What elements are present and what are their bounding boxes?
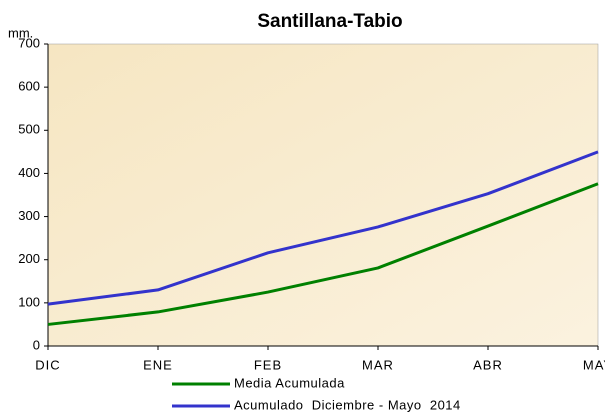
y-axis-label: mm. (8, 25, 33, 40)
y-tick-label: 100 (18, 294, 40, 309)
series-line (47, 150, 599, 306)
x-tick-label: MAY (583, 357, 605, 372)
y-tick-label: 600 (18, 79, 40, 94)
y-tick-label: 500 (18, 122, 40, 137)
chart-title: Santillana-Tabio (257, 11, 402, 32)
x-tick-label: MAR (362, 357, 394, 372)
x-tick-label: DIC (35, 357, 60, 372)
legend-label: Media Acumulada (234, 375, 345, 390)
y-tick-label: 400 (18, 165, 40, 180)
series-line (47, 182, 599, 326)
y-tick-label: 200 (18, 251, 40, 266)
legend-label: Acumulado Diciembre - Mayo 2014 (234, 397, 461, 412)
plot-area (47, 43, 599, 347)
x-tick-label: ABR (473, 357, 503, 372)
y-tick-label: 700 (18, 35, 40, 50)
x-tick-label: ENE (143, 357, 173, 372)
y-tick-label: 0 (33, 337, 40, 352)
y-tick-label: 300 (18, 208, 40, 223)
x-tick-label: FEB (254, 357, 282, 372)
